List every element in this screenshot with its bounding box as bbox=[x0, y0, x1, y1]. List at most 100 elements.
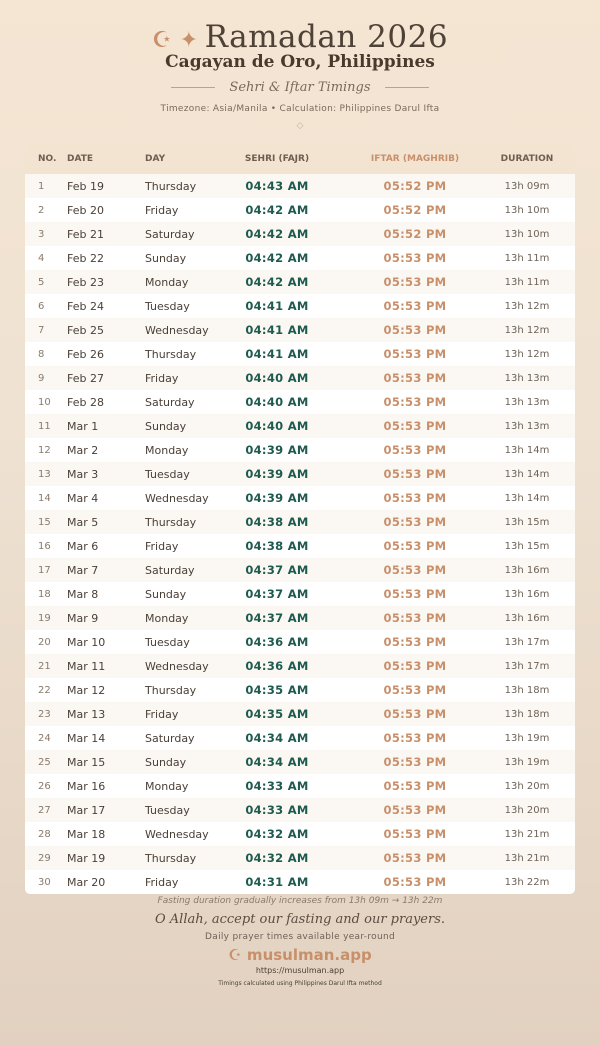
row-day: Saturday bbox=[145, 227, 195, 241]
row-date: Mar 10 bbox=[67, 635, 106, 649]
site-link[interactable]: https://musulman.app bbox=[255, 966, 345, 975]
row-day: Sunday bbox=[145, 587, 187, 601]
fast-duration: 13h 11m bbox=[504, 276, 550, 288]
sehri-time: 04:33 AM bbox=[245, 779, 309, 793]
col-no: NO. bbox=[38, 153, 57, 164]
sehri-time: 04:36 AM bbox=[245, 659, 309, 673]
table-row: 18 Mar 8 Sunday 04:37 AM 05:53 PM 13h 16m bbox=[25, 582, 575, 606]
iftar-time: 05:52 PM bbox=[383, 203, 447, 217]
iftar-time: 05:53 PM bbox=[383, 419, 447, 433]
iftar-time: 05:53 PM bbox=[383, 443, 447, 457]
row-number: 6 bbox=[38, 300, 45, 312]
table-row: 1 Feb 19 Thursday 04:43 AM 05:52 PM 13h 09m bbox=[25, 174, 575, 198]
row-day: Thursday bbox=[145, 179, 197, 193]
row-number: 24 bbox=[38, 732, 51, 744]
table-row: 19 Mar 9 Monday 04:37 AM 05:53 PM 13h 16m bbox=[25, 606, 575, 630]
sehri-time: 04:35 AM bbox=[245, 707, 309, 721]
row-day: Thursday bbox=[145, 851, 197, 865]
row-day: Saturday bbox=[145, 563, 195, 577]
row-day: Friday bbox=[145, 875, 179, 889]
col-sehri: SEHRI (FAJR) bbox=[244, 153, 310, 164]
col-iftar: IFTAR (MAGHRIB) bbox=[370, 153, 460, 164]
row-date: Mar 18 bbox=[67, 827, 106, 841]
row-number: 20 bbox=[38, 636, 51, 648]
fast-duration: 13h 14m bbox=[504, 444, 550, 456]
row-number: 17 bbox=[38, 564, 51, 576]
row-date: Mar 15 bbox=[67, 755, 106, 769]
row-number: 10 bbox=[38, 396, 51, 408]
iftar-time: 05:53 PM bbox=[383, 563, 447, 577]
row-date: Mar 14 bbox=[67, 731, 106, 745]
row-date: Mar 6 bbox=[67, 539, 99, 553]
iftar-time: 05:53 PM bbox=[383, 707, 447, 721]
row-date: Mar 20 bbox=[67, 875, 106, 889]
table-row: 29 Mar 19 Thursday 04:32 AM 05:53 PM 13h 21m bbox=[25, 846, 575, 870]
iftar-time: 05:53 PM bbox=[383, 683, 447, 697]
table-row: 27 Mar 17 Tuesday 04:33 AM 05:53 PM 13h 20m bbox=[25, 798, 575, 822]
fast-duration: 13h 15m bbox=[504, 516, 550, 528]
sehri-time: 04:35 AM bbox=[245, 683, 309, 697]
fast-duration: 13h 17m bbox=[504, 660, 550, 672]
row-day: Wednesday bbox=[145, 827, 209, 841]
fast-duration: 13h 18m bbox=[504, 708, 550, 720]
sehri-time: 04:33 AM bbox=[245, 803, 309, 817]
iftar-time: 05:53 PM bbox=[383, 779, 447, 793]
timings-table: NO. DATE DAY SEHRI (FAJR) IFTAR (MAGHRIB… bbox=[25, 143, 575, 894]
iftar-time: 05:53 PM bbox=[383, 299, 447, 313]
fast-duration: 13h 16m bbox=[504, 612, 550, 624]
row-day: Friday bbox=[145, 203, 179, 217]
row-date: Mar 12 bbox=[67, 683, 106, 697]
row-day: Friday bbox=[145, 707, 179, 721]
fast-duration: 13h 14m bbox=[504, 468, 550, 480]
duration-note: Fasting duration gradually increases fro… bbox=[157, 896, 443, 906]
iftar-time: 05:53 PM bbox=[383, 467, 447, 481]
city-name: Cagayan de Oro, Philippines bbox=[165, 52, 435, 72]
table-body: 1 Feb 19 Thursday 04:43 AM 05:52 PM 13h 09m 2 F… bbox=[25, 174, 575, 894]
col-day: DAY bbox=[145, 153, 166, 164]
fast-duration: 13h 12m bbox=[504, 324, 550, 336]
table-row: 20 Mar 10 Tuesday 04:36 AM 05:53 PM 13h 17m bbox=[25, 630, 575, 654]
row-number: 16 bbox=[38, 540, 51, 552]
fast-duration: 13h 13m bbox=[504, 420, 550, 432]
row-day: Monday bbox=[145, 779, 189, 793]
row-date: Mar 16 bbox=[67, 779, 106, 793]
table-row: 21 Mar 11 Wednesday 04:36 AM 05:53 PM 13h 17m bbox=[25, 654, 575, 678]
sehri-time: 04:37 AM bbox=[245, 587, 309, 601]
row-date: Feb 22 bbox=[67, 251, 104, 265]
table-row: 5 Feb 23 Monday 04:42 AM 05:53 PM 13h 11m bbox=[25, 270, 575, 294]
row-day: Sunday bbox=[145, 251, 187, 265]
sehri-time: 04:32 AM bbox=[245, 851, 309, 865]
diamond-ornament-icon: ◇ bbox=[296, 121, 304, 131]
brand-logo[interactable]: ☪ musulman.app bbox=[228, 946, 372, 964]
fast-duration: 13h 10m bbox=[504, 204, 550, 216]
row-date: Mar 4 bbox=[67, 491, 99, 505]
iftar-time: 05:53 PM bbox=[383, 755, 447, 769]
row-number: 15 bbox=[38, 516, 51, 528]
row-date: Mar 1 bbox=[67, 419, 99, 433]
sehri-time: 04:42 AM bbox=[245, 251, 309, 265]
sehri-time: 04:38 AM bbox=[245, 515, 309, 529]
iftar-time: 05:53 PM bbox=[383, 731, 447, 745]
fast-duration: 13h 13m bbox=[504, 396, 550, 408]
table-row: 22 Mar 12 Thursday 04:35 AM 05:53 PM 13h 18m bbox=[25, 678, 575, 702]
row-date: Mar 17 bbox=[67, 803, 106, 817]
iftar-time: 05:53 PM bbox=[383, 323, 447, 337]
tagline: Daily prayer times available year-round bbox=[205, 932, 395, 942]
table-row: 30 Mar 20 Friday 04:31 AM 05:53 PM 13h 22m bbox=[25, 870, 575, 894]
row-date: Feb 28 bbox=[67, 395, 104, 409]
iftar-time: 05:53 PM bbox=[383, 803, 447, 817]
table-row: 25 Mar 15 Sunday 04:34 AM 05:53 PM 13h 19m bbox=[25, 750, 575, 774]
sehri-time: 04:39 AM bbox=[245, 491, 309, 505]
iftar-time: 05:53 PM bbox=[383, 635, 447, 649]
row-number: 28 bbox=[38, 828, 51, 840]
divider bbox=[171, 87, 216, 88]
sehri-time: 04:41 AM bbox=[245, 323, 309, 337]
row-date: Mar 13 bbox=[67, 707, 106, 721]
fast-duration: 13h 16m bbox=[504, 588, 550, 600]
row-day: Thursday bbox=[145, 515, 197, 529]
fast-duration: 13h 21m bbox=[504, 852, 550, 864]
table-row: 2 Feb 20 Friday 04:42 AM 05:52 PM 13h 10m bbox=[25, 198, 575, 222]
row-day: Monday bbox=[145, 443, 189, 457]
iftar-time: 05:53 PM bbox=[383, 539, 447, 553]
sehri-time: 04:34 AM bbox=[245, 755, 309, 769]
